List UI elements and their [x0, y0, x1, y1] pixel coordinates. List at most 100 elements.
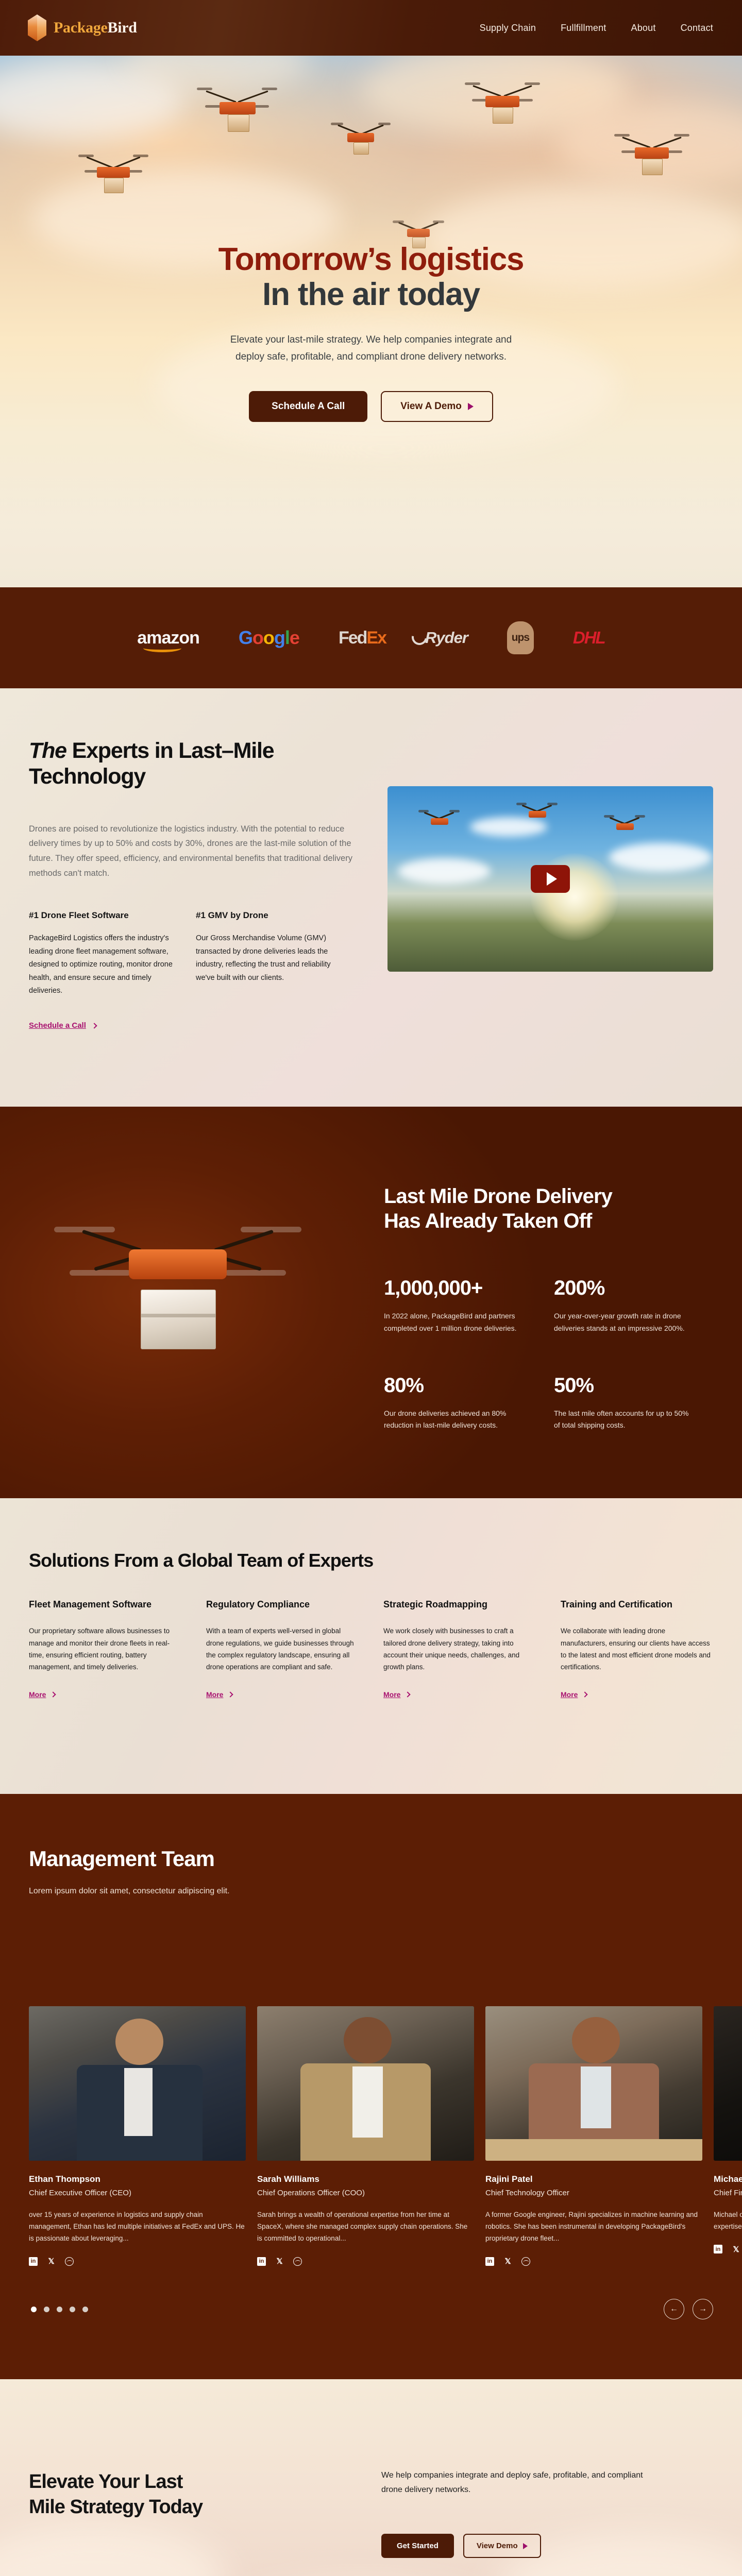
stat-value: 1,000,000+: [384, 1277, 483, 1299]
solution-card-training-certification: Training and Certification We collaborat…: [561, 1598, 713, 1700]
experts-heading-rest: Experts in Last–Mile Technology: [29, 738, 275, 789]
stat-value: 200%: [554, 1277, 605, 1299]
dribbble-icon[interactable]: [65, 2257, 74, 2266]
team-member-role: Chief Executive Officer (CEO): [29, 2189, 131, 2197]
team-member-name: Michael Chen: [714, 2174, 742, 2184]
amazon-smile-icon: [143, 644, 182, 652]
play-triangle-icon: [467, 402, 474, 410]
hero-copy: Tomorrow’s logistics In the air today El…: [0, 242, 742, 422]
logo-fedex: FedEx: [338, 628, 387, 648]
stat-description: Our drone deliveries achieved an 80% red…: [384, 1409, 507, 1430]
site-header: PackageBird Supply Chain Fullfillment Ab…: [0, 0, 742, 56]
experts-columns: #1 Drone Fleet Software PackageBird Logi…: [29, 910, 357, 997]
stat-item: 80% Our drone deliveries achieved an 80%…: [384, 1374, 523, 1432]
view-demo-button[interactable]: View Demo: [463, 2534, 541, 2558]
solution-more-label: More: [561, 1690, 578, 1699]
x-icon[interactable]: 𝕏: [276, 2257, 283, 2266]
view-demo-label: View Demo: [476, 2541, 518, 2550]
schedule-a-call-link[interactable]: Schedule a Call: [29, 1021, 97, 1030]
solution-card-regulatory-compliance: Regulatory Compliance With a team of exp…: [206, 1598, 359, 1700]
x-icon[interactable]: 𝕏: [48, 2257, 55, 2266]
experts-column-1-title: #1 Drone Fleet Software: [29, 910, 129, 921]
solution-more-link[interactable]: More: [29, 1690, 57, 1699]
drone-illustration: [392, 216, 445, 255]
stats-content: Last Mile Drone Delivery Has Already Tak…: [384, 1184, 693, 1432]
stats-heading-line2: Has Already Taken Off: [384, 1210, 592, 1232]
stat-value: 50%: [554, 1374, 594, 1397]
cta-paragraph: We help companies integrate and deploy s…: [381, 2471, 643, 2494]
team-member-bio: over 15 years of experience in logistics…: [29, 2211, 245, 2243]
linkedin-icon[interactable]: in: [714, 2245, 722, 2254]
team-member-card[interactable]: Rajini Patel Chief Technology Officer A …: [485, 2006, 702, 2266]
stat-value: 80%: [384, 1374, 424, 1397]
package-bird-logo-icon: [28, 14, 46, 41]
x-icon[interactable]: 𝕏: [733, 2245, 739, 2254]
cta-heading: Elevate Your Last Mile Strategy Today: [29, 2469, 317, 2519]
team-member-social-links: in 𝕏: [485, 2257, 702, 2266]
logo-google: Google: [238, 627, 300, 648]
team-member-card[interactable]: Ethan Thompson Chief Executive Officer (…: [29, 2006, 246, 2266]
linkedin-icon[interactable]: in: [29, 2257, 38, 2266]
team-member-photo: [485, 2006, 702, 2161]
solution-more-link[interactable]: More: [206, 1690, 234, 1699]
team-member-bio: Sarah brings a wealth of operational exp…: [257, 2211, 468, 2243]
team-member-photo: [714, 2006, 742, 2161]
dribbble-icon[interactable]: [293, 2257, 302, 2266]
carousel-dot-3[interactable]: [57, 2307, 62, 2312]
carousel-dot-4[interactable]: [70, 2307, 75, 2312]
stats-heading-line1: Last Mile Drone Delivery: [384, 1185, 613, 1208]
team-carousel[interactable]: Ethan Thompson Chief Executive Officer (…: [29, 2006, 742, 2266]
logo-ups-text: ups: [511, 632, 530, 643]
carousel-dot-1[interactable]: [31, 2307, 37, 2312]
hero-button-group: Schedule A Call View A Demo: [0, 391, 742, 422]
drone-illustration: [196, 82, 278, 139]
stats-section: Last Mile Drone Delivery Has Already Tak…: [0, 1107, 742, 1498]
video-drone-icon: [516, 800, 558, 828]
get-started-button[interactable]: Get Started: [381, 2534, 454, 2558]
solution-card-strategic-roadmapping: Strategic Roadmapping We work closely wi…: [383, 1598, 536, 1700]
nav-item-fullfillment[interactable]: Fullfillment: [561, 22, 606, 33]
team-member-name: Ethan Thompson: [29, 2174, 100, 2184]
promo-video-player[interactable]: [387, 786, 713, 972]
carousel-dot-5[interactable]: [82, 2307, 88, 2312]
team-member-social-links: in 𝕏: [29, 2257, 246, 2266]
team-member-name: Rajini Patel: [485, 2174, 533, 2184]
view-a-demo-button[interactable]: View A Demo: [381, 391, 493, 422]
cta-button-group: Get Started View Demo: [381, 2534, 541, 2558]
brand-logo[interactable]: PackageBird: [28, 14, 137, 41]
brand-wordmark: PackageBird: [54, 19, 137, 37]
hero-subtitle: Elevate your last-mile strategy. We help…: [0, 332, 742, 365]
solution-card-title: Fleet Management Software: [29, 1599, 152, 1609]
schedule-a-call-button[interactable]: Schedule A Call: [249, 391, 368, 422]
experts-heading: The Experts in Last–Mile Technology: [29, 738, 357, 790]
solutions-grid: Fleet Management Software Our proprietar…: [29, 1598, 713, 1700]
drone-illustration: [77, 149, 149, 199]
team-member-card[interactable]: Michael Chen Chief Financial Officer Mic…: [714, 2006, 742, 2266]
play-button[interactable]: [531, 865, 570, 893]
linkedin-icon[interactable]: in: [257, 2257, 266, 2266]
team-member-role: Chief Technology Officer: [485, 2189, 569, 2197]
nav-item-contact[interactable]: Contact: [680, 22, 713, 33]
carousel-prev-button[interactable]: ←: [664, 2299, 684, 2319]
chevron-right-icon: [227, 1691, 234, 1698]
dribbble-icon[interactable]: [521, 2257, 530, 2266]
solution-more-link[interactable]: More: [383, 1690, 411, 1699]
carousel-dot-2[interactable]: [44, 2307, 49, 2312]
carousel-next-button[interactable]: →: [693, 2299, 713, 2319]
solution-card-title: Regulatory Compliance: [206, 1599, 310, 1609]
nav-item-supply-chain[interactable]: Supply Chain: [479, 22, 536, 33]
stat-description: Our year-over-year growth rate in drone …: [554, 1312, 685, 1332]
solution-card-body: Our proprietary software allows business…: [29, 1627, 170, 1671]
drone-illustration: [330, 118, 392, 162]
team-member-bio: A former Google engineer, Rajini special…: [485, 2211, 698, 2243]
hero-gradient-fade: [0, 453, 742, 587]
brand-name-second: Bird: [107, 19, 137, 36]
team-member-card[interactable]: Sarah Williams Chief Operations Officer …: [257, 2006, 474, 2266]
solution-card-title: Training and Certification: [561, 1599, 673, 1609]
nav-item-about[interactable]: About: [631, 22, 656, 33]
linkedin-icon[interactable]: in: [485, 2257, 494, 2266]
solution-more-link[interactable]: More: [561, 1690, 588, 1699]
x-icon[interactable]: 𝕏: [504, 2257, 511, 2266]
solution-more-label: More: [29, 1690, 46, 1699]
view-a-demo-label: View A Demo: [400, 400, 462, 412]
